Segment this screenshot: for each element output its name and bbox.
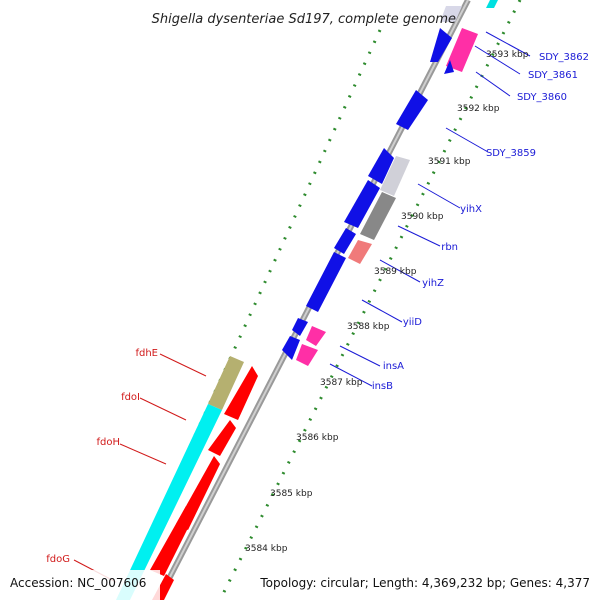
- tick-label: 3584 kbp: [245, 544, 288, 554]
- gene-label: fdhE: [135, 348, 158, 359]
- gene-labels-left: fdhE fdoI fdoH fdoG: [46, 348, 158, 565]
- feature-fdhE: [208, 356, 244, 410]
- feature-cds: [306, 252, 346, 312]
- tick-label: 3592 kbp: [457, 104, 500, 114]
- feature-cds: [444, 60, 454, 74]
- feature-cds: [292, 318, 308, 336]
- features-upper: [282, 0, 498, 366]
- feature-cds: [380, 156, 410, 196]
- tick-label: 3590 kbp: [401, 212, 444, 222]
- feature-cds: [306, 326, 326, 346]
- summary-text: Topology: circular; Length: 4,369,232 bp…: [259, 576, 590, 590]
- gene-label: SDY_3861: [528, 70, 578, 81]
- gene-label: fdoG: [46, 554, 70, 565]
- tick-label: 3593 kbp: [486, 50, 529, 60]
- feature-cds: [486, 0, 498, 8]
- feature-cds: [282, 336, 300, 360]
- feature-cds: [334, 228, 356, 254]
- tick-label: 3586 kbp: [296, 433, 339, 443]
- feature-cds: [440, 6, 462, 22]
- feature-cds: [348, 240, 372, 264]
- gene-label: yihZ: [422, 278, 444, 289]
- feature-operon: [116, 404, 222, 600]
- tick-label: 3585 kbp: [270, 489, 313, 499]
- gene-label: SDY_3862: [539, 52, 589, 63]
- gc-skew-track: [118, 0, 522, 600]
- feature-cds: [368, 148, 394, 184]
- tick-label: 3588 kbp: [347, 322, 390, 332]
- features-lower: [116, 356, 258, 600]
- feature-cds: [208, 420, 236, 456]
- gene-label: SDY_3859: [486, 148, 536, 159]
- gene-label: insB: [372, 381, 393, 392]
- tick-label: 3589 kbp: [374, 267, 417, 277]
- feature-cds: [344, 180, 380, 228]
- tick-labels: 3593 kbp 3592 kbp 3591 kbp 3590 kbp 3589…: [245, 50, 529, 554]
- tick-label: 3587 kbp: [320, 378, 363, 388]
- gene-label: insA: [383, 361, 404, 372]
- gene-label: yiiD: [403, 317, 422, 328]
- label-leaders: [329, 31, 531, 387]
- gene-label: rbn: [441, 242, 458, 253]
- map-title: Shigella dysenteriae Sd197, complete gen…: [152, 12, 456, 27]
- gene-label: yihX: [460, 204, 482, 215]
- feature-cds: [224, 366, 258, 420]
- gene-labels-right: SDY_3862 SDY_3861 SDY_3860 SDY_3859 yihX…: [372, 52, 589, 392]
- feature-cds: [296, 344, 318, 366]
- tick-label: 3591 kbp: [428, 157, 471, 167]
- gene-label: SDY_3860: [517, 92, 567, 103]
- feature-cds: [446, 28, 478, 72]
- feature-cds: [150, 506, 196, 576]
- gene-label: fdoH: [96, 437, 120, 448]
- feature-cds: [396, 90, 428, 130]
- map-footer: Accession: NC_007606 Topology: circular;…: [0, 570, 590, 600]
- gene-label: fdoI: [121, 392, 140, 403]
- feature-cds: [430, 28, 452, 62]
- accession-text: Accession: NC_007606: [10, 576, 146, 590]
- feature-cds: [360, 192, 396, 240]
